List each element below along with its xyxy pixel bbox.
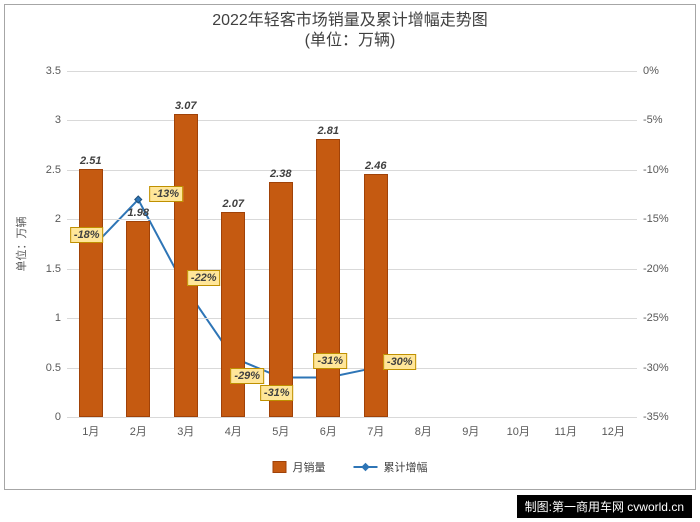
bar xyxy=(126,221,150,417)
legend-item-line: 累计增幅 xyxy=(354,459,428,475)
line-value-label: -31% xyxy=(313,353,347,369)
xtick: 12月 xyxy=(602,417,625,439)
grid-line xyxy=(67,71,637,72)
bar xyxy=(221,212,245,417)
grid-line xyxy=(67,417,637,418)
legend-bar-label: 月销量 xyxy=(293,459,326,475)
ytick-left: 0.5 xyxy=(46,362,67,374)
title-line-1: 2022年轻客市场销量及累计增幅走势图 xyxy=(5,11,695,31)
ytick-right: -35% xyxy=(637,411,669,423)
legend-line-label: 累计增幅 xyxy=(384,459,428,475)
bar xyxy=(316,139,340,417)
xtick: 9月 xyxy=(462,417,479,439)
bar xyxy=(269,182,293,417)
left-axis-title: 单位：万辆 xyxy=(13,217,29,272)
ytick-left: 3 xyxy=(55,114,67,126)
xtick: 1月 xyxy=(82,417,99,439)
ytick-right: -20% xyxy=(637,263,669,275)
bar xyxy=(174,114,198,417)
bar-value-label: 1.98 xyxy=(128,207,149,219)
ytick-right: -15% xyxy=(637,213,669,225)
line-swatch-icon xyxy=(354,466,378,468)
xtick: 3月 xyxy=(177,417,194,439)
xtick: 7月 xyxy=(367,417,384,439)
ytick-left: 0 xyxy=(55,411,67,423)
ytick-left: 2.5 xyxy=(46,164,67,176)
line-value-label: -13% xyxy=(149,186,183,202)
xtick: 11月 xyxy=(555,417,577,439)
xtick: 4月 xyxy=(225,417,242,439)
ytick-left: 1.5 xyxy=(46,263,67,275)
bar-value-label: 3.07 xyxy=(175,100,196,112)
xtick: 6月 xyxy=(320,417,337,439)
chart-frame: 2022年轻客市场销量及累计增幅走势图 (单位：万辆) 单位：万辆 00.511… xyxy=(4,4,696,490)
legend: 月销量 累计增幅 xyxy=(273,459,428,475)
chart-title: 2022年轻客市场销量及累计增幅走势图 (单位：万辆) xyxy=(5,5,695,51)
credit-footer: 制图:第一商用车网 cvworld.cn xyxy=(517,495,692,518)
line-value-label: -30% xyxy=(383,354,417,370)
xtick: 10月 xyxy=(507,417,530,439)
title-line-2: (单位：万辆) xyxy=(5,31,695,51)
plot-area: 单位：万辆 00.511.522.533.5-35%-30%-25%-20%-1… xyxy=(67,71,637,417)
bar xyxy=(364,174,388,417)
grid-line xyxy=(67,318,637,319)
bar-value-label: 2.81 xyxy=(318,125,339,137)
line-value-label: -31% xyxy=(260,385,294,401)
ytick-right: -30% xyxy=(637,362,669,374)
line-series-layer xyxy=(67,71,637,417)
grid-line xyxy=(67,368,637,369)
bar-value-label: 2.51 xyxy=(80,155,101,167)
chart-container: 2022年轻客市场销量及累计增幅走势图 (单位：万辆) 单位：万辆 00.511… xyxy=(0,0,700,522)
line-value-label: -29% xyxy=(230,368,264,384)
legend-item-bar: 月销量 xyxy=(273,459,326,475)
grid-line xyxy=(67,120,637,121)
bar-swatch-icon xyxy=(273,461,287,473)
ytick-right: -25% xyxy=(637,312,669,324)
xtick: 8月 xyxy=(415,417,432,439)
ytick-right: -5% xyxy=(637,114,663,126)
grid-line xyxy=(67,170,637,171)
grid-line xyxy=(67,219,637,220)
xtick: 2月 xyxy=(130,417,147,439)
line-value-label: -22% xyxy=(187,270,221,286)
ytick-left: 1 xyxy=(55,312,67,324)
bar xyxy=(79,169,103,417)
bar-value-label: 2.38 xyxy=(270,168,291,180)
line-value-label: -18% xyxy=(70,227,104,243)
ytick-right: 0% xyxy=(637,65,659,77)
bar-value-label: 2.07 xyxy=(223,198,244,210)
xtick: 5月 xyxy=(272,417,289,439)
bar-value-label: 2.46 xyxy=(365,160,386,172)
ytick-left: 3.5 xyxy=(46,65,67,77)
ytick-left: 2 xyxy=(55,213,67,225)
grid-line xyxy=(67,269,637,270)
ytick-right: -10% xyxy=(637,164,669,176)
